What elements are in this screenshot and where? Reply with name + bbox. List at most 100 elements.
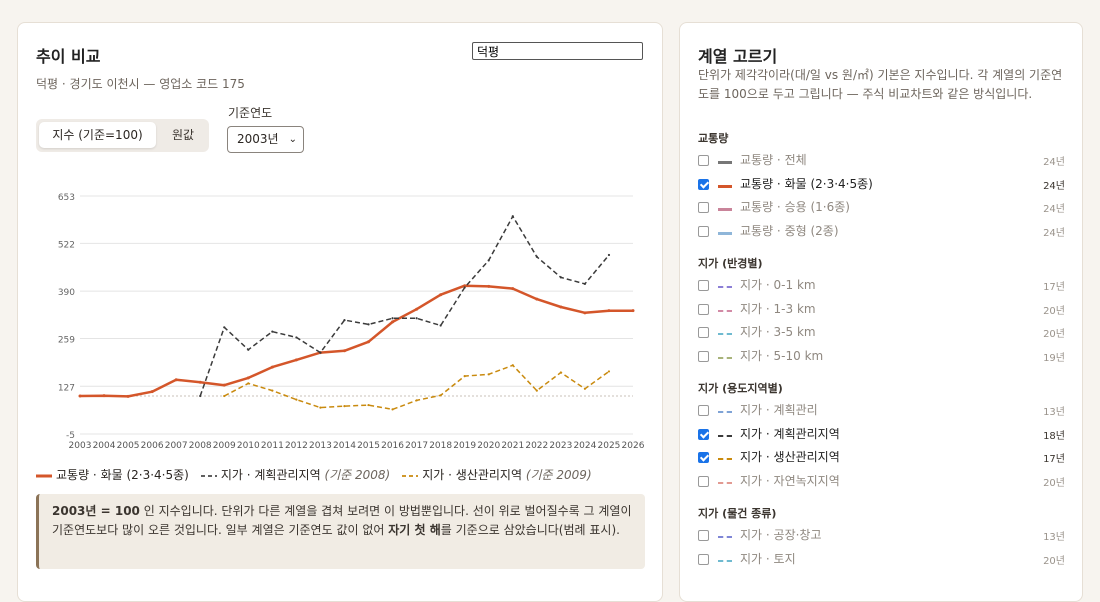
data-point	[246, 376, 250, 380]
series-swatch	[718, 559, 732, 562]
series-label: 지가 · 3-5 km	[740, 325, 816, 339]
x-tick-label: 2009	[213, 441, 236, 451]
mode-raw-button[interactable]: 원값	[171, 128, 195, 142]
base-year-select[interactable]: 2003년 ⌄	[227, 126, 304, 153]
series-option[interactable]: 지가 · 0-1 km 17년	[698, 277, 1065, 297]
series-checkbox[interactable]	[698, 202, 709, 213]
mode-index-button[interactable]: 지수 (기준=100)	[39, 122, 156, 148]
series-option[interactable]: 교통량 · 승용 (1·6종) 24년	[698, 199, 1065, 219]
data-point	[583, 282, 587, 285]
data-point	[607, 370, 611, 373]
series-years: 20년	[1043, 477, 1065, 489]
series-years: 20년	[1043, 329, 1065, 340]
series-label: 지가 · 생산관리지역	[740, 450, 840, 464]
x-tick-label: 2003	[69, 441, 92, 451]
series-checkbox[interactable]	[698, 225, 709, 237]
note-text-2: 를 기준으로 삼았습니다(범례 표시).	[440, 523, 620, 537]
series-checkbox[interactable]	[698, 553, 709, 565]
series-option[interactable]: 지가 · 계획관리 13년	[698, 402, 1065, 422]
note-text-1: 인 지수입니다. 단위가 다른 계열을 겹쳐 보려면 이 방법뿐입니다. 선이 …	[52, 504, 632, 537]
data-point	[559, 276, 562, 279]
series-swatch	[718, 481, 732, 484]
note-bold-base: 2003년 = 100	[52, 504, 140, 518]
series-swatch	[718, 434, 732, 437]
series-checkbox[interactable]	[698, 350, 709, 362]
series-option[interactable]: 지가 · 생산관리지역 17년	[698, 449, 1065, 469]
series-checkbox[interactable]	[698, 530, 709, 541]
series-checkbox[interactable]	[698, 428, 709, 440]
data-point	[391, 408, 394, 411]
x-tick-label: 2004	[93, 441, 116, 451]
x-tick-label: 2015	[357, 441, 380, 451]
series-checkbox[interactable]	[698, 475, 709, 487]
base-year-value: 2003년	[237, 132, 279, 146]
legend-label: 교통량 · 화물 (2·3·4·5종)	[56, 468, 189, 482]
series-checkbox[interactable]	[698, 452, 709, 463]
series-checkbox[interactable]	[698, 280, 709, 291]
trend-compare-panel: 추이 비교 덕평 · 경기도 이천시 — 영업소 코드 175 지수 (기준=1…	[17, 22, 663, 602]
series-option[interactable]: 지가 · 계획관리지역 18년	[698, 426, 1065, 446]
y-tick-label: 259	[58, 336, 75, 346]
series-option[interactable]: 교통량 · 전체 24년	[698, 152, 1065, 172]
series-checkbox[interactable]	[698, 303, 709, 315]
index-note: 2003년 = 100 인 지수입니다. 단위가 다른 계열을 겹쳐 보려면 이…	[36, 494, 645, 569]
series-label: 지가 · 5-10 km	[740, 348, 824, 363]
data-point	[391, 320, 395, 324]
data-point	[319, 351, 322, 354]
data-point	[174, 378, 178, 382]
series-years: 24년	[1043, 227, 1065, 239]
series-checkbox[interactable]	[698, 405, 709, 416]
y-tick-label: 127	[58, 383, 75, 393]
search-input[interactable]	[472, 42, 643, 60]
base-year-label: 기준연도	[228, 106, 273, 120]
data-point	[295, 336, 298, 339]
series-option[interactable]: 교통량 · 화물 (2·3·4·5종) 24년	[698, 176, 1065, 196]
data-point	[535, 297, 539, 301]
data-point	[223, 326, 226, 329]
series-swatch	[718, 161, 732, 164]
series-option[interactable]: 지가 · 공장·창고 13년	[698, 527, 1065, 547]
series-option[interactable]: 지가 · 3-5 km 20년	[698, 324, 1065, 344]
legend-item: 지가 · 생산관리지역 (기준 2009)	[402, 466, 592, 483]
series-years: 20년	[1043, 555, 1065, 567]
y-tick-label: -5	[66, 431, 75, 441]
data-point	[463, 286, 466, 289]
series-option[interactable]: 교통량 · 중형 (2종) 24년	[698, 223, 1065, 243]
series-option[interactable]: 지가 · 5-10 km 19년	[698, 348, 1065, 368]
legend-item: 지가 · 계획관리지역 (기준 2008)	[200, 466, 391, 483]
x-tick-label: 2019	[453, 441, 476, 451]
x-tick-label: 2021	[501, 441, 524, 451]
series-checkbox[interactable]	[698, 327, 709, 338]
data-point	[150, 390, 154, 394]
series-option[interactable]: 지가 · 토지 20년	[698, 551, 1065, 571]
series-swatch	[718, 309, 732, 312]
data-point	[222, 383, 226, 387]
series-label: 교통량 · 승용 (1·6종)	[740, 200, 850, 214]
x-tick-label: 2006	[141, 441, 164, 451]
y-tick-label: 390	[58, 288, 75, 298]
series-checkbox[interactable]	[698, 178, 709, 190]
data-point	[271, 389, 274, 392]
series-option[interactable]: 지가 · 1-3 km 20년	[698, 301, 1065, 321]
data-point	[78, 394, 82, 398]
data-point	[463, 375, 466, 378]
data-point	[223, 394, 226, 398]
series-years: 24년	[1043, 204, 1065, 215]
series-label: 지가 · 0-1 km	[740, 278, 816, 292]
data-point	[559, 371, 562, 374]
series-option[interactable]: 지가 · 자연녹지지역 20년	[698, 473, 1065, 493]
chart-legend: 교통량 · 화물 (2·3·4·5종) 지가 · 계획관리지역 (기준 2008)…	[36, 466, 604, 483]
series-group-heading: 교통량	[698, 132, 729, 145]
data-point	[559, 305, 563, 309]
x-tick-label: 2018	[429, 441, 452, 451]
series-swatch	[718, 231, 732, 235]
series-years: 24년	[1043, 180, 1065, 192]
panel-title: 추이 비교	[36, 47, 101, 66]
series-checkbox[interactable]	[698, 155, 709, 166]
data-point	[295, 398, 298, 401]
series-swatch	[718, 333, 732, 335]
data-point	[631, 309, 635, 313]
legend-note: (기준 2008)	[320, 468, 391, 482]
series-line	[199, 215, 610, 397]
